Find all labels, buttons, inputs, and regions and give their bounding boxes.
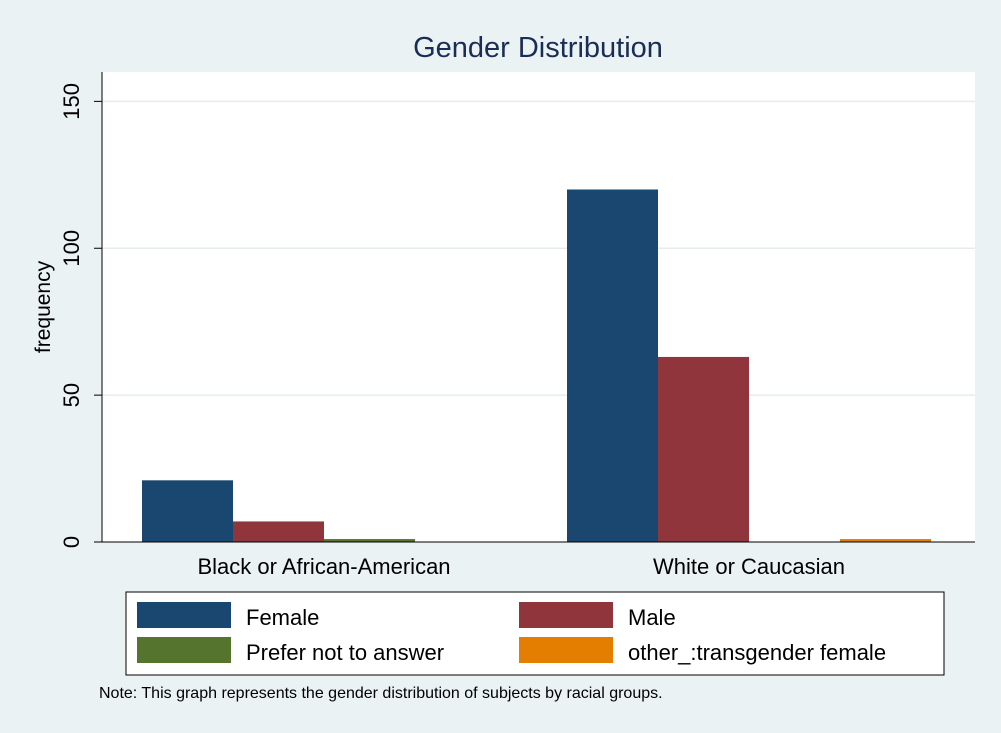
y-tick-label: 50 bbox=[59, 383, 84, 407]
bar-female-1 bbox=[567, 189, 658, 542]
legend-label: Prefer not to answer bbox=[246, 640, 444, 665]
legend-label: Female bbox=[246, 605, 319, 630]
legend-swatch bbox=[519, 602, 613, 628]
x-tick-label: White or Caucasian bbox=[653, 554, 845, 579]
gridlines bbox=[102, 100, 975, 396]
bar-male-1 bbox=[658, 356, 749, 542]
y-axis-label: frequency bbox=[32, 260, 55, 353]
bars bbox=[142, 189, 931, 542]
bar-female-0 bbox=[142, 480, 233, 542]
legend-label: other_:transgender female bbox=[628, 640, 886, 665]
plot-area bbox=[102, 72, 975, 542]
legend-label: Male bbox=[628, 605, 676, 630]
y-axis: 0 50 100 150 bbox=[59, 72, 103, 548]
legend: Female Male Prefer not to answer other_:tra… bbox=[125, 591, 945, 676]
legend-swatch bbox=[137, 637, 231, 663]
bar-prefer-not-to-answer-0 bbox=[324, 539, 415, 542]
bar-male-0 bbox=[233, 521, 324, 542]
x-axis: Black or African-American White or Caucas… bbox=[102, 541, 975, 579]
y-tick-label: 150 bbox=[59, 83, 84, 120]
bar-other-transgender-female-1 bbox=[840, 539, 931, 542]
y-tick-label: 0 bbox=[59, 536, 84, 548]
x-tick-label: Black or African-American bbox=[197, 554, 450, 579]
chart-note: Note: This graph represents the gender d… bbox=[99, 685, 663, 702]
legend-swatch bbox=[519, 637, 613, 663]
y-tick-label: 100 bbox=[59, 230, 84, 267]
legend-items: Female Male Prefer not to answer other_:tra… bbox=[137, 602, 886, 665]
chart-title: Gender Distribution bbox=[413, 32, 663, 64]
legend-swatch bbox=[137, 602, 231, 628]
